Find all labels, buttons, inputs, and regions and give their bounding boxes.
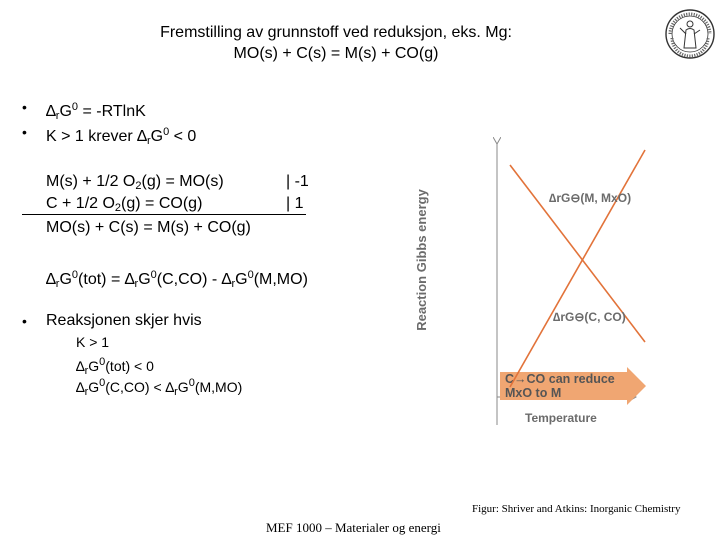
bullet-dot: • [22, 99, 27, 115]
x-axis-label: Temperature [525, 411, 597, 425]
series-line-carbon-monoxide [509, 164, 646, 343]
figure-credit: Figur: Shriver and Atkins: Inorganic Che… [472, 503, 681, 515]
equation-carbon-oxidation: C + 1/2 O2(g) = CO(g) [46, 195, 203, 214]
university-seal-logo [665, 9, 715, 59]
equation-metal-oxidation: M(s) + 1/2 O2(g) = MO(s) [46, 173, 224, 192]
condition-total-gibbs: ∆rG0(tot) < 0 [76, 356, 154, 377]
title-line-2: MO(s) + C(s) = M(s) + CO(g) [233, 45, 439, 62]
bullet-k-condition: K > 1 krever ∆rG0 < 0 [46, 126, 197, 147]
arrow-text-line-2: MxO to M [505, 386, 561, 400]
series-label-carbon-monoxide: ∆rG⊖(C, CO) [553, 310, 626, 324]
equation-sum: MO(s) + C(s) = M(s) + CO(g) [46, 219, 251, 236]
bullet-dot: • [22, 313, 27, 329]
arrow-text-line-1: C→CO can reduce [505, 372, 615, 386]
footer-course: MEF 1000 – Materialer og energi [266, 520, 441, 535]
equation-factor-2: | 1 [286, 195, 304, 212]
bullet-gibbs-relation: ∆rG0 = -RTlnK [46, 101, 146, 122]
equation-factor-1: | -1 [286, 173, 309, 190]
bullet-reaction-condition: Reaksjonen skjer hvis [46, 312, 202, 329]
condition-compare-gibbs: ∆rG0(C,CO) < ∆rG0(M,MO) [76, 377, 243, 398]
ellingham-diagram: Reaction Gibbs energy C→CO can reduce Mx… [414, 135, 646, 425]
reduction-arrow [500, 367, 646, 405]
condition-k: K > 1 [76, 334, 110, 350]
series-line-metal-oxide [509, 149, 646, 388]
sum-line-divider [22, 214, 306, 215]
slide-title: Fremstilling av grunnstoff ved reduksjon… [0, 22, 672, 64]
bullet-dot: • [22, 124, 27, 140]
total-gibbs-expression: ∆rG0(tot) = ∆rG0(C,CO) - ∆rG0(M,MO) [46, 269, 308, 290]
title-line-1: Fremstilling av grunnstoff ved reduksjon… [160, 24, 512, 41]
series-label-metal-oxide: ∆rG⊖(M, MxO) [549, 191, 631, 205]
y-axis-label: Reaction Gibbs energy [414, 188, 429, 330]
